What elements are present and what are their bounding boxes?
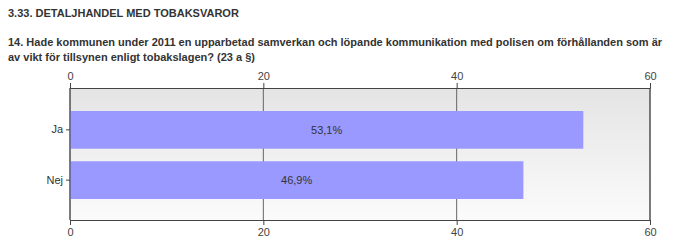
tick-mark xyxy=(263,220,264,225)
subtitle: 14. Hade kommunen under 2011 en upparbet… xyxy=(8,36,663,63)
tick-label: 20 xyxy=(258,70,270,82)
data-labels: 53,1% 46,9% xyxy=(281,124,342,186)
bar xyxy=(70,111,583,149)
category-label: Ja xyxy=(51,123,64,135)
tick: 20 xyxy=(258,220,270,238)
tick-mark xyxy=(457,83,458,88)
tick-label: 60 xyxy=(644,226,656,238)
tick: 0 xyxy=(67,70,73,88)
tick-label: 60 xyxy=(644,70,656,82)
tick: 60 xyxy=(644,70,656,88)
tick: 40 xyxy=(451,220,463,238)
tick-label: 40 xyxy=(451,226,463,238)
subtitle-line: 14. Hade kommunen under 2011 en upparbet… xyxy=(8,36,663,48)
category-label: Nej xyxy=(46,174,63,186)
y-axis: Ja Nej xyxy=(46,88,70,220)
tick-mark xyxy=(66,129,70,130)
grid-line xyxy=(650,88,651,220)
grid-line xyxy=(70,88,71,220)
subtitle-line: av vikt för tillsynen enligt tobakslagen… xyxy=(8,51,255,63)
data-label: 46,9% xyxy=(281,174,312,186)
tick: 0 xyxy=(67,220,73,238)
plot-background xyxy=(70,88,650,220)
title: 3.33. DETALJHANDEL MED TOBAKSVAROR xyxy=(8,7,239,19)
grid xyxy=(70,88,650,220)
tick: 20 xyxy=(258,70,270,88)
x-axis-top: 0 20 40 60 xyxy=(67,70,656,89)
axis-line xyxy=(71,83,651,89)
tick-mark xyxy=(66,180,70,181)
chart: 3.33. DETALJHANDEL MED TOBAKSVAROR 14. Ha… xyxy=(0,0,681,252)
tick-mark xyxy=(457,220,458,225)
bars xyxy=(70,111,583,199)
tick-label: 40 xyxy=(451,70,463,82)
data-label: 53,1% xyxy=(311,124,342,136)
tick: Nej xyxy=(46,174,70,186)
tick-mark xyxy=(263,83,264,88)
frame xyxy=(650,88,651,220)
grid-line xyxy=(456,88,457,220)
tick: 60 xyxy=(644,220,656,238)
tick-label: 20 xyxy=(258,226,270,238)
tick: 40 xyxy=(451,70,463,88)
axis-line xyxy=(71,221,651,226)
axis-line xyxy=(70,88,71,220)
grid-line xyxy=(263,88,264,220)
x-axis-bottom: 0 20 40 60 xyxy=(67,220,656,238)
tick-mark xyxy=(70,83,71,88)
tick-label: 0 xyxy=(67,70,73,82)
tick-mark xyxy=(650,220,651,225)
tick-mark xyxy=(70,220,71,225)
tick-label: 0 xyxy=(67,226,73,238)
tick: Ja xyxy=(51,123,70,135)
bar xyxy=(70,161,523,199)
tick-mark xyxy=(650,83,651,88)
